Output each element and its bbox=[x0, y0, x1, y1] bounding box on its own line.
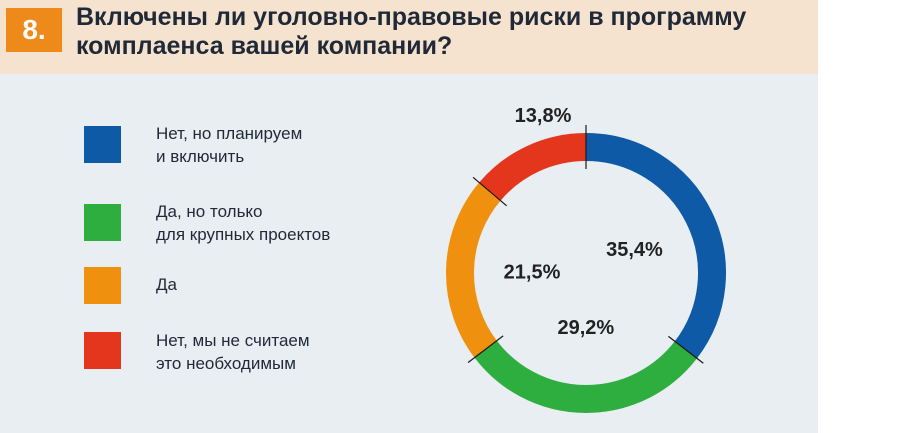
segment-separator bbox=[668, 335, 704, 364]
label-orange: 21,5% bbox=[504, 262, 561, 284]
legend-label: Да, но только для крупных проектов bbox=[156, 202, 331, 244]
segment-red bbox=[479, 133, 587, 201]
segment-green bbox=[474, 340, 697, 413]
legend-swatch-green bbox=[84, 204, 121, 241]
label-green: 29,2% bbox=[557, 317, 614, 339]
header-banner: 8. Включены ли уголовно-правовые риски в… bbox=[0, 0, 818, 74]
legend-swatch-red bbox=[84, 332, 121, 369]
segment-separator bbox=[467, 335, 504, 363]
legend-label: Да bbox=[156, 275, 177, 294]
label-red: 13,8% bbox=[515, 105, 572, 127]
legend-swatch-blue bbox=[84, 126, 121, 163]
label-blue: 35,4% bbox=[606, 239, 663, 261]
segment-orange bbox=[446, 182, 501, 358]
legend-label: Нет, но планируем и включить bbox=[156, 124, 303, 166]
segment-separator bbox=[472, 176, 508, 207]
segment-blue bbox=[585, 133, 726, 359]
legend-label: Нет, мы не считаем это необходимым bbox=[156, 331, 310, 373]
question-number: 8. bbox=[6, 8, 62, 52]
legend-swatch-orange bbox=[84, 267, 121, 304]
page-title: Включены ли уголовно-правовые риски в пр… bbox=[76, 3, 747, 60]
